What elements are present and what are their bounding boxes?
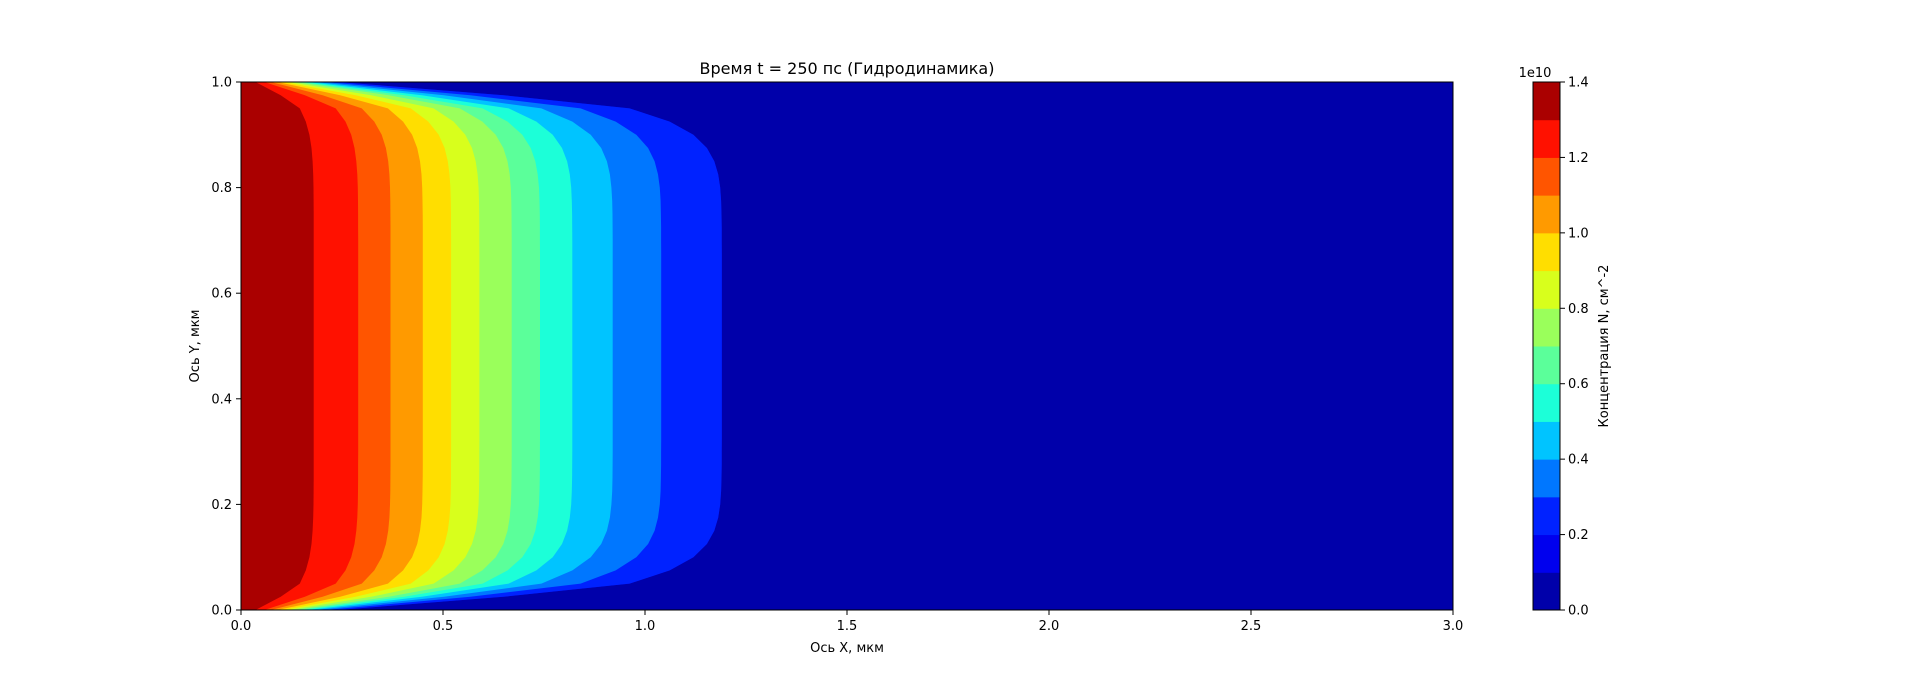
colorbar-swatch [1533, 119, 1560, 158]
x-tick-label: 3.0 [1443, 619, 1464, 634]
colorbar-swatch [1533, 195, 1560, 234]
colorbar-tick-label: 1.2 [1568, 151, 1589, 166]
colorbar-label: Концентрация N, см^-2 [1597, 265, 1612, 428]
colorbar-swatch [1533, 308, 1560, 347]
colorbar-offset-text: 1e10 [1519, 66, 1552, 81]
x-axis-label: Ось X, мкм [810, 641, 884, 656]
colorbar-tick-label: 0.4 [1568, 453, 1589, 468]
x-tick-label: 2.5 [1241, 619, 1262, 634]
y-tick-label: 1.0 [211, 76, 232, 91]
x-tick-label: 0.5 [433, 619, 454, 634]
colorbar-tick-label: 0.8 [1568, 302, 1589, 317]
y-tick-label: 0.8 [211, 181, 232, 196]
colorbar: 0.0 0.2 0.4 0.6 0.8 1.0 1.2 1.4 [1532, 76, 1589, 619]
colorbar-swatch [1533, 232, 1560, 272]
colorbar-swatch [1533, 459, 1560, 498]
colorbar-swatch [1533, 496, 1560, 536]
colorbar-swatch [1533, 346, 1560, 385]
plot-area [241, 82, 1453, 610]
contour-band-13 [241, 82, 314, 610]
x-tick-label: 1.0 [635, 619, 656, 634]
colorbar-tick-label: 0.2 [1568, 528, 1589, 543]
y-axis-label: Ось Y, мкм [188, 310, 203, 383]
x-tick-label: 0.0 [231, 619, 252, 634]
colorbar-tick-label: 0.0 [1568, 604, 1589, 619]
y-tick-label: 0.6 [211, 287, 232, 302]
colorbar-swatch [1533, 534, 1560, 573]
colorbar-swatch [1533, 572, 1560, 611]
colorbar-tick-label: 1.4 [1568, 76, 1589, 91]
y-tick-label: 0.2 [211, 498, 232, 513]
y-tick-label: 0.4 [211, 392, 232, 407]
y-axis: 0.0 0.2 0.4 0.6 0.8 1.0 [211, 76, 241, 619]
x-tick-label: 2.0 [1039, 619, 1060, 634]
colorbar-frame [1532, 81, 1561, 611]
colorbar-tick-label: 1.0 [1568, 226, 1589, 241]
colorbar-swatch [1533, 157, 1560, 196]
y-tick-label: 0.0 [211, 604, 232, 619]
colorbar-swatch [1533, 383, 1560, 422]
colorbar-swatch [1533, 270, 1560, 309]
x-tick-label: 1.5 [837, 619, 858, 634]
colorbar-swatch [1533, 82, 1560, 121]
colorbar-swatch [1533, 421, 1560, 460]
x-axis: 0.0 0.5 1.0 1.5 2.0 2.5 3.0 [231, 610, 1464, 634]
colorbar-tick-label: 0.6 [1568, 377, 1589, 392]
chart-title: Время t = 250 пс (Гидродинамика) [700, 59, 995, 78]
